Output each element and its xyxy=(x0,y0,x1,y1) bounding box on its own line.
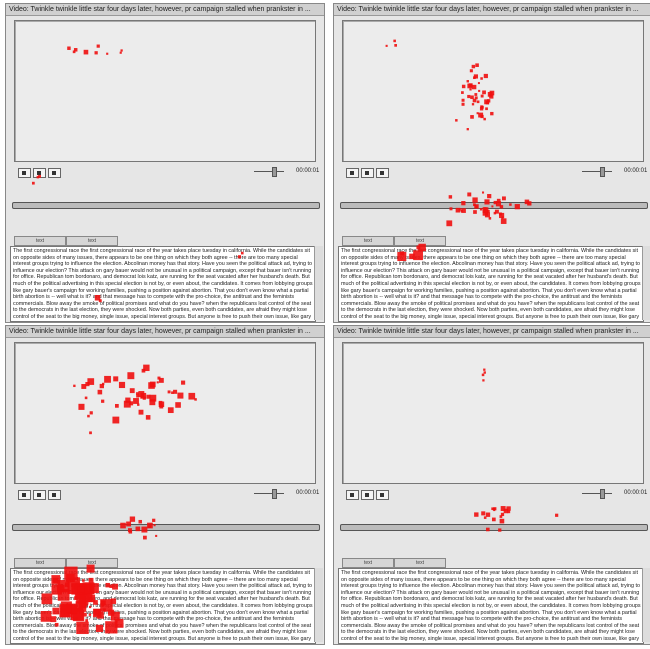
control-button[interactable] xyxy=(48,168,61,178)
tab[interactable]: text xyxy=(394,236,446,246)
gaze-marker xyxy=(493,507,496,510)
gaze-marker xyxy=(506,506,510,510)
tab[interactable]: text xyxy=(14,558,66,568)
gaze-marker xyxy=(494,212,497,215)
scrollbar[interactable] xyxy=(642,568,650,642)
gaze-marker xyxy=(507,510,510,513)
tab[interactable]: text xyxy=(342,558,394,568)
gaze-marker xyxy=(32,182,35,185)
video-area xyxy=(14,20,316,162)
gaze-marker xyxy=(502,196,506,200)
gaze-marker xyxy=(130,516,135,521)
video-area xyxy=(342,342,644,484)
time-display: 00:00:01 xyxy=(296,168,319,174)
gaze-marker xyxy=(493,509,495,511)
control-button[interactable] xyxy=(361,490,374,500)
control-button[interactable] xyxy=(48,490,61,500)
gaze-marker xyxy=(461,210,463,212)
timeline[interactable] xyxy=(340,524,648,531)
video-title: Video: Twinkle twinkle little star four … xyxy=(6,326,324,338)
gaze-marker xyxy=(487,194,491,198)
transcript-text: The first congressional race the first c… xyxy=(10,246,316,322)
tab[interactable]: text xyxy=(14,236,66,246)
volume-knob[interactable] xyxy=(600,489,605,499)
transcript-text: The first congressional race the first c… xyxy=(338,246,644,322)
gaze-marker xyxy=(473,210,477,214)
time-display: 00:00:01 xyxy=(296,490,319,496)
gaze-marker xyxy=(446,220,452,226)
gaze-marker xyxy=(449,195,452,198)
tab[interactable]: text xyxy=(66,236,118,246)
video-area xyxy=(14,342,316,484)
player-panel: Video: Twinkle twinkle little star four … xyxy=(5,325,325,645)
scrollbar[interactable] xyxy=(314,568,323,642)
player-panel: Video: Twinkle twinkle little star four … xyxy=(333,3,650,323)
gaze-marker xyxy=(155,535,157,537)
gaze-marker xyxy=(492,518,496,522)
gaze-marker xyxy=(481,511,485,515)
gaze-marker xyxy=(467,192,471,196)
gaze-marker xyxy=(501,513,504,516)
gaze-marker xyxy=(483,210,488,215)
gaze-marker xyxy=(495,210,499,214)
gaze-marker xyxy=(485,212,490,217)
control-button[interactable] xyxy=(18,168,31,178)
gaze-marker xyxy=(143,536,147,540)
control-button[interactable] xyxy=(376,168,389,178)
gaze-marker xyxy=(501,216,503,218)
volume-knob[interactable] xyxy=(272,489,277,499)
video-area xyxy=(342,20,644,162)
video-title: Video: Twinkle twinkle little star four … xyxy=(334,4,650,16)
timeline[interactable] xyxy=(12,202,320,209)
gaze-marker xyxy=(499,212,502,215)
tab[interactable]: text xyxy=(394,558,446,568)
volume-slider[interactable] xyxy=(582,493,612,494)
player-panel: Video: Twinkle twinkle little star four … xyxy=(5,3,325,323)
gaze-marker xyxy=(500,519,505,524)
gaze-marker xyxy=(152,519,155,522)
player-panel: Video: Twinkle twinkle little star four … xyxy=(333,325,650,645)
gaze-marker xyxy=(504,509,509,514)
time-display: 00:00:01 xyxy=(624,490,647,496)
scrollbar[interactable] xyxy=(642,246,650,320)
control-button[interactable] xyxy=(346,168,359,178)
transcript-text: The first congressional race the first c… xyxy=(10,568,316,644)
gaze-marker xyxy=(501,218,507,224)
time-display: 00:00:01 xyxy=(624,168,647,174)
transcript-text: The first congressional race the first c… xyxy=(338,568,644,644)
control-button[interactable] xyxy=(33,490,46,500)
gaze-marker xyxy=(138,520,141,523)
control-button[interactable] xyxy=(376,490,389,500)
volume-knob[interactable] xyxy=(600,167,605,177)
control-button[interactable] xyxy=(33,168,46,178)
control-button[interactable] xyxy=(346,490,359,500)
video-title: Video: Twinkle twinkle little star four … xyxy=(6,4,324,16)
scrollbar[interactable] xyxy=(314,246,323,320)
gaze-marker xyxy=(491,507,494,510)
gaze-marker xyxy=(486,513,490,517)
gaze-marker xyxy=(501,506,506,511)
tab[interactable]: text xyxy=(342,236,394,246)
timeline[interactable] xyxy=(340,202,648,209)
gaze-marker xyxy=(474,512,478,516)
tab[interactable]: text xyxy=(66,558,118,568)
gaze-marker xyxy=(493,508,496,511)
gaze-marker xyxy=(555,514,558,517)
video-title: Video: Twinkle twinkle little star four … xyxy=(334,326,650,338)
volume-knob[interactable] xyxy=(272,167,277,177)
gaze-marker xyxy=(499,213,504,218)
timeline[interactable] xyxy=(12,524,320,531)
screenshot: Video: Twinkle twinkle little star four … xyxy=(0,0,650,649)
gaze-marker xyxy=(482,191,484,193)
volume-slider[interactable] xyxy=(582,171,612,172)
gaze-marker xyxy=(484,516,487,519)
gaze-marker xyxy=(487,210,490,213)
gaze-marker xyxy=(500,515,503,518)
control-button[interactable] xyxy=(18,490,31,500)
control-button[interactable] xyxy=(361,168,374,178)
volume-slider[interactable] xyxy=(254,171,284,172)
volume-slider[interactable] xyxy=(254,493,284,494)
gaze-marker xyxy=(489,217,492,220)
